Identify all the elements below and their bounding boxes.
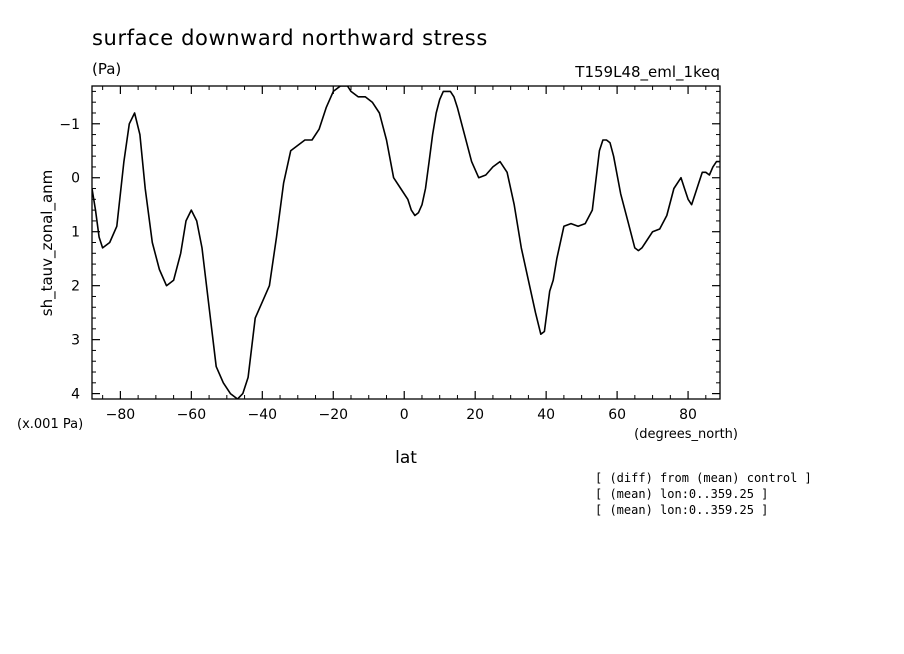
note-line: [ (mean) lon:0..359.25 ] bbox=[595, 487, 768, 501]
series-line bbox=[92, 86, 720, 399]
x-tick-label: −40 bbox=[248, 407, 278, 423]
y-tick-label: 0 bbox=[71, 171, 80, 187]
y-tick-label: 3 bbox=[71, 333, 80, 349]
x-tick-label: 40 bbox=[537, 407, 555, 423]
x-tick-label: 20 bbox=[466, 407, 484, 423]
note-line: [ (diff) from (mean) control ] bbox=[595, 471, 812, 485]
x-units-label: (degrees_north) bbox=[634, 427, 738, 442]
x-tick-label: −60 bbox=[177, 407, 207, 423]
y-tick-label: −1 bbox=[59, 117, 80, 133]
plot-frame bbox=[91, 85, 721, 400]
x-tick-label: 80 bbox=[679, 407, 697, 423]
x-axis-label: lat bbox=[395, 448, 417, 468]
y-tick-label: 4 bbox=[71, 387, 80, 403]
y-axis-label: sh_tauv_zonal_anm bbox=[38, 170, 57, 317]
note-line: [ (mean) lon:0..359.25 ] bbox=[595, 503, 768, 517]
y-tick-label: 2 bbox=[71, 279, 80, 295]
y-scale-label: (x.001 Pa) bbox=[17, 417, 83, 432]
x-tick-label: −80 bbox=[106, 407, 136, 423]
x-tick-label: −20 bbox=[318, 407, 348, 423]
x-tick-label: 0 bbox=[400, 407, 409, 423]
x-tick-label: 60 bbox=[608, 407, 626, 423]
units-label: (Pa) bbox=[92, 60, 121, 78]
chart-title: surface downward northward stress bbox=[92, 26, 488, 50]
notes: [ (diff) from (mean) control ] [ (mean) … bbox=[595, 471, 812, 517]
y-tick-label: 1 bbox=[71, 225, 80, 241]
run-label: T159L48_eml_1keq bbox=[574, 63, 720, 82]
